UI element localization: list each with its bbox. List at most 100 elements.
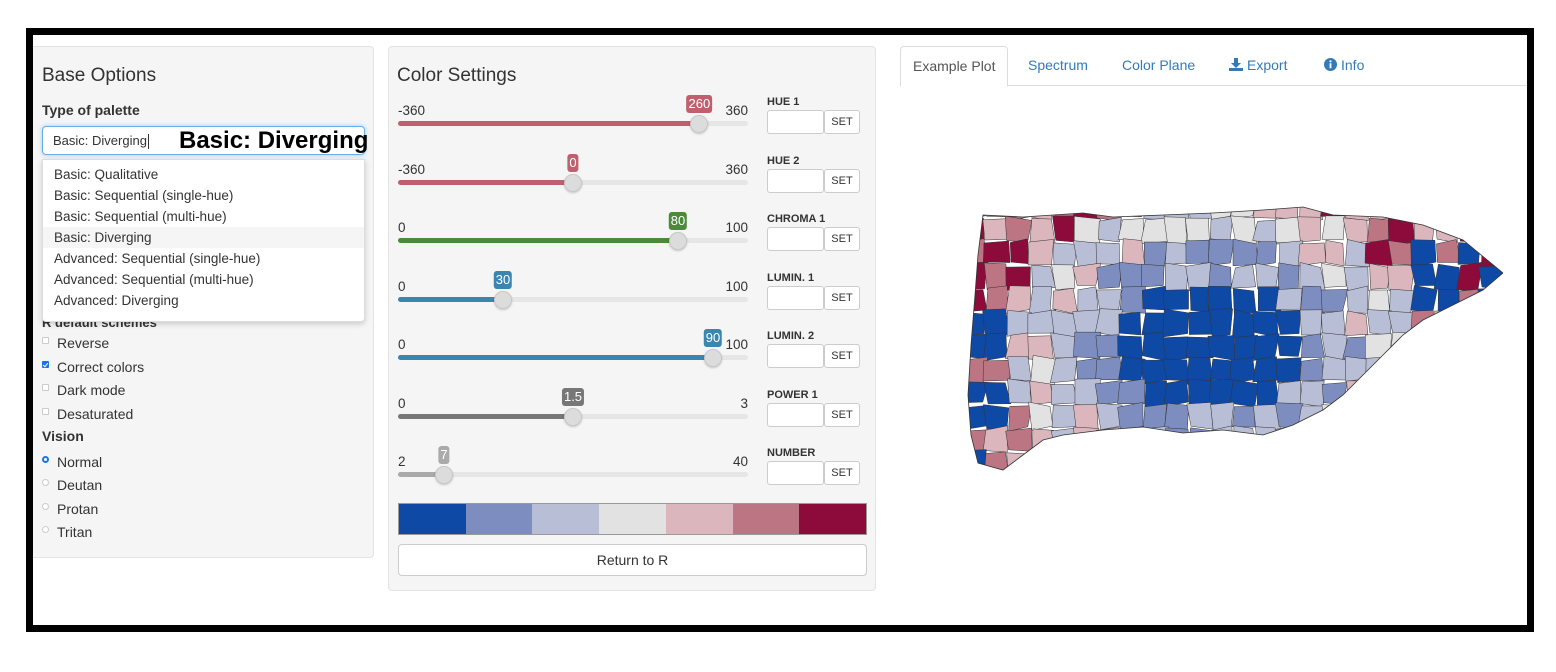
map-region bbox=[1209, 308, 1233, 338]
slider-lumin-2[interactable]: 0 100 90 bbox=[398, 329, 748, 377]
dropdown-option[interactable]: Basic: Sequential (multi-hue) bbox=[54, 209, 227, 224]
desaturated-checkbox[interactable]: Desaturated bbox=[42, 405, 133, 423]
radio-dot bbox=[42, 502, 49, 510]
map-region bbox=[1252, 207, 1279, 219]
slider-handle[interactable] bbox=[494, 291, 512, 309]
tab-example-plot[interactable]: Example Plot bbox=[900, 46, 1009, 87]
radio-dot bbox=[42, 478, 49, 486]
vision-protan-radio[interactable]: Protan bbox=[42, 500, 98, 518]
reverse-checkbox[interactable]: Reverse bbox=[42, 334, 109, 352]
map-region bbox=[1482, 429, 1503, 455]
map-region bbox=[982, 425, 1009, 453]
map-region bbox=[1388, 356, 1414, 383]
tab-info[interactable]: Info bbox=[1312, 46, 1376, 86]
vision-normal-radio[interactable]: Normal bbox=[42, 453, 102, 471]
dropdown-option[interactable]: Basic: Qualitative bbox=[54, 167, 159, 182]
tab-export[interactable]: Export bbox=[1217, 46, 1299, 86]
slider-handle[interactable] bbox=[669, 232, 687, 250]
set-control-label: NUMBER bbox=[767, 447, 816, 459]
slider-track[interactable] bbox=[398, 472, 748, 477]
map-region bbox=[1095, 334, 1121, 358]
set-value-input[interactable] bbox=[767, 344, 824, 368]
map-region bbox=[1209, 215, 1234, 242]
slider-chroma-1[interactable]: 0 100 80 bbox=[398, 212, 748, 260]
slider-max-label: 100 bbox=[725, 337, 748, 352]
map-region bbox=[1188, 310, 1214, 335]
dropdown-option[interactable]: Advanced: Sequential (multi-hue) bbox=[54, 272, 254, 287]
slider-max-label: 360 bbox=[725, 103, 748, 118]
map-region bbox=[1369, 263, 1391, 290]
dark-mode-checkbox[interactable]: Dark mode bbox=[42, 381, 125, 399]
tab-label: Export bbox=[1247, 57, 1288, 73]
map-region bbox=[1186, 402, 1214, 430]
map-region bbox=[1275, 216, 1304, 244]
set-value-input[interactable] bbox=[767, 169, 824, 193]
vision-deutan-radio[interactable]: Deutan bbox=[42, 476, 102, 494]
map-region bbox=[1455, 384, 1480, 405]
dropdown-option[interactable]: Advanced: Diverging bbox=[54, 293, 179, 308]
map-region bbox=[1297, 242, 1327, 267]
slider-handle[interactable] bbox=[690, 115, 709, 133]
map-region bbox=[1050, 356, 1078, 384]
map-region bbox=[1051, 264, 1076, 291]
palette-swatches bbox=[398, 503, 867, 535]
vision-label: Vision bbox=[42, 428, 84, 444]
set-value-input[interactable] bbox=[767, 227, 824, 251]
set-value-input[interactable] bbox=[767, 403, 824, 427]
correct-colors-checkbox[interactable]: Correct colors bbox=[42, 358, 144, 376]
palette-swatch bbox=[532, 504, 600, 534]
map-region bbox=[1275, 449, 1302, 470]
slider-handle[interactable] bbox=[564, 408, 582, 426]
set-control-label: HUE 1 bbox=[767, 96, 800, 108]
dropdown-option-selected[interactable]: Basic: Diverging bbox=[43, 227, 364, 248]
return-to-r-button[interactable]: Return to R bbox=[398, 544, 867, 576]
map-region bbox=[1097, 451, 1120, 470]
map-region bbox=[1343, 429, 1367, 455]
map-region bbox=[1366, 428, 1390, 453]
set-control-label: HUE 2 bbox=[767, 155, 800, 167]
palette-type-select[interactable]: Basic: Diverging bbox=[42, 126, 365, 155]
set-button[interactable]: SET bbox=[824, 227, 860, 251]
set-button[interactable]: SET bbox=[824, 286, 860, 310]
slider-handle[interactable] bbox=[704, 349, 722, 367]
palette-type-label: Type of palette bbox=[42, 102, 140, 118]
map-region bbox=[1435, 331, 1460, 361]
slider-handle[interactable] bbox=[435, 466, 454, 484]
tab-color-plane[interactable]: Color Plane bbox=[1110, 46, 1207, 86]
set-button[interactable]: SET bbox=[824, 110, 860, 134]
set-value-input[interactable] bbox=[767, 110, 824, 134]
slider-lumin-1[interactable]: 0 100 30 bbox=[398, 271, 748, 319]
tab-spectrum[interactable]: Spectrum bbox=[1016, 46, 1100, 86]
map-region bbox=[1410, 285, 1438, 313]
map-region bbox=[1301, 449, 1325, 470]
radio-label: Deutan bbox=[57, 477, 103, 493]
palette-swatch bbox=[732, 504, 800, 534]
slider-handle[interactable] bbox=[564, 174, 582, 192]
slider-hue-1[interactable]: -360 360 260 bbox=[398, 95, 748, 143]
checkbox-label: Correct colors bbox=[57, 359, 145, 375]
slider-fill bbox=[398, 297, 503, 302]
map-region bbox=[1387, 265, 1415, 292]
set-button[interactable]: SET bbox=[824, 461, 860, 485]
set-value-input[interactable] bbox=[767, 286, 824, 310]
map-region bbox=[1276, 335, 1303, 357]
map-region bbox=[1437, 288, 1460, 313]
slider-power-1[interactable]: 0 3 1.5 bbox=[398, 388, 748, 436]
set-button[interactable]: SET bbox=[824, 344, 860, 368]
checkbox-label: Reverse bbox=[57, 335, 110, 351]
slider-value-badge: 30 bbox=[493, 271, 513, 289]
set-value-input[interactable] bbox=[767, 461, 824, 485]
map-region bbox=[1300, 285, 1325, 313]
dropdown-option[interactable]: Basic: Sequential (single-hue) bbox=[54, 188, 234, 203]
slider-track[interactable] bbox=[398, 297, 748, 302]
set-button[interactable]: SET bbox=[824, 169, 860, 193]
map-region bbox=[982, 359, 1011, 382]
vision-tritan-radio[interactable]: Tritan bbox=[42, 523, 92, 541]
slider-hue-2[interactable]: -360 360 0 bbox=[398, 154, 748, 202]
dropdown-option[interactable]: Advanced: Sequential (single-hue) bbox=[54, 251, 261, 266]
slider-min-label: -360 bbox=[398, 162, 426, 177]
map-region bbox=[1365, 402, 1394, 432]
checkbox-label: Desaturated bbox=[57, 406, 134, 422]
slider-number[interactable]: 2 40 7 bbox=[398, 446, 748, 494]
set-button[interactable]: SET bbox=[824, 403, 860, 427]
